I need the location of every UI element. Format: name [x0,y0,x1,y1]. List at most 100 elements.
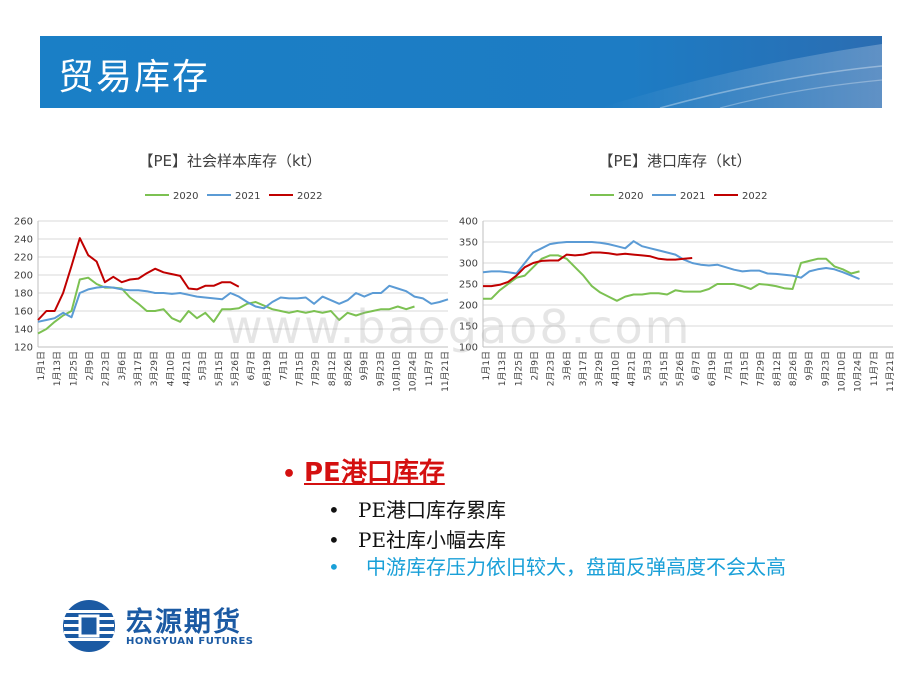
bullet-sub-2-text: PE社库小幅去库 [358,528,507,552]
x-tick-label: 5月15日 [214,351,225,386]
bullet-dot-icon: • [328,498,340,522]
x-tick-label: 6月7日 [246,351,257,380]
slide-title: 贸易库存 [58,57,211,98]
x-tick-label: 1月1日 [481,351,492,380]
x-tick-label: 5月3日 [643,351,654,380]
x-tick-label: 9月23日 [375,351,386,386]
legend-label: 2020 [173,191,198,202]
x-tick-label: 7月29日 [311,351,322,386]
x-tick-label: 3月6日 [562,351,573,380]
x-tick-label: 4月10日 [610,351,621,386]
y-tick-label: 150 [459,322,478,333]
legend-label: 2022 [742,191,767,202]
watermark: www.baogao8.com [225,300,692,354]
company-logo: 宏源期货 HONGYUAN FUTURES [60,598,280,654]
y-tick-label: 200 [459,301,478,312]
y-tick-label: 220 [14,253,33,264]
x-tick-label: 10月10日 [837,351,848,392]
x-tick-label: 10月24日 [853,351,864,392]
x-tick-label: 7月15日 [295,351,306,386]
x-tick-label: 11月21日 [885,351,896,392]
x-tick-label: 9月23日 [820,351,831,386]
x-tick-label: 6月19日 [707,351,718,386]
series-line-2022 [483,251,693,288]
y-tick-label: 400 [459,217,478,228]
x-tick-label: 4月10日 [165,351,176,386]
x-tick-label: 9月9日 [359,351,370,380]
x-tick-label: 2月9日 [84,351,95,380]
x-tick-label: 10月24日 [408,351,419,392]
chart-port-inventory-svg: 【PE】港口库存（kt） 2020 2021 2022 100 150 200 250 300 3… [459,152,896,392]
logo-name-en: HONGYUAN FUTURES [126,636,254,647]
y-tick-label: 250 [459,280,478,291]
y-tick-label: 300 [459,259,478,270]
x-tick-label: 5月26日 [675,351,686,386]
x-tick-label: 9月9日 [804,351,815,380]
chart-title: 【PE】社会样本库存（kt） [138,152,321,170]
y-tick-label: 180 [14,289,33,300]
bullet-note: • 中游库存压力依旧较大，盘面反弹高度不会太高 [328,552,828,583]
x-tick-label: 1月1日 [36,351,47,380]
y-tick-label: 350 [459,238,478,249]
x-tick-label: 2月23日 [101,351,112,386]
y-tick-label: 240 [14,235,33,246]
bullet-main-text: PE港口库存 [304,458,445,488]
x-tick-label: 3月6日 [117,351,128,380]
x-tick-label: 1月25日 [68,351,79,386]
x-tick-label: 11月7日 [869,351,880,386]
bullet-note-text: 中游库存压力依旧较大，盘面反弹高度不会太高 [366,555,786,579]
x-tick-label: 8月12日 [327,351,338,386]
series-line-2021 [37,284,449,323]
x-tick-label: 3月29日 [149,351,160,386]
chart-social-inventory: 【PE】社会样本库存（kt） 2020 2021 2022 120 140 160 180 20… [0,140,460,430]
x-tick-label: 6月19日 [262,351,273,386]
chart-port-inventory: 【PE】港口库存（kt） 2020 2021 2022 100 150 200 250 300 3… [445,140,905,430]
legend-label: 2020 [618,191,643,202]
y-tick-label: 100 [459,343,478,354]
x-tick-label: 7月1日 [723,351,734,380]
x-tick-label: 3月29日 [594,351,605,386]
bullet-dot-icon: • [328,555,340,579]
x-tick-label: 2月9日 [529,351,540,380]
y-tick-label: 200 [14,271,33,282]
x-tick-label: 11月21日 [440,351,451,392]
x-tick-label: 4月21日 [626,351,637,386]
x-tick-label: 7月29日 [756,351,767,386]
x-tick-label: 8月26日 [343,351,354,386]
legend-label: 2021 [235,191,260,202]
x-tick-label: 5月3日 [198,351,209,380]
series-line-2021 [482,240,860,280]
series-line-2020 [37,276,415,335]
y-tick-label: 160 [14,307,33,318]
chart-social-inventory-svg: 【PE】社会样本库存（kt） 2020 2021 2022 120 140 160 180 20… [14,152,451,392]
logo-mark-icon [63,600,115,652]
x-tick-label: 1月13日 [497,351,508,386]
x-tick-label: 5月26日 [230,351,241,386]
x-tick-label: 2月23日 [546,351,557,386]
x-tick-label: 8月12日 [772,351,783,386]
x-tick-label: 10月10日 [392,351,403,392]
logo-name-cn: 宏源期货 [126,607,242,638]
title-banner [40,36,882,108]
legend-label: 2021 [680,191,705,202]
x-tick-label: 7月15日 [740,351,751,386]
legend-label: 2022 [297,191,322,202]
bullet-dot-icon: • [328,528,340,552]
x-tick-label: 7月1日 [278,351,289,380]
bullet-sub-1-text: PE港口库存累库 [358,498,507,522]
series-line-2022 [37,237,240,321]
x-tick-label: 5月15日 [659,351,670,386]
x-tick-label: 8月26日 [788,351,799,386]
y-tick-label: 260 [14,217,33,228]
bullet-dot-icon: • [282,462,297,487]
bullet-sub-2: • PE社库小幅去库 [328,524,506,553]
chart-title: 【PE】港口库存（kt） [598,152,751,170]
x-tick-label: 3月17日 [133,351,144,386]
bullet-sub-1: • PE港口库存累库 [328,494,506,523]
x-tick-label: 4月21日 [181,351,192,386]
y-tick-label: 120 [14,343,33,354]
x-tick-label: 11月7日 [424,351,435,386]
x-tick-label: 1月25日 [513,351,524,386]
x-tick-label: 3月17日 [578,351,589,386]
x-tick-label: 1月13日 [52,351,63,386]
